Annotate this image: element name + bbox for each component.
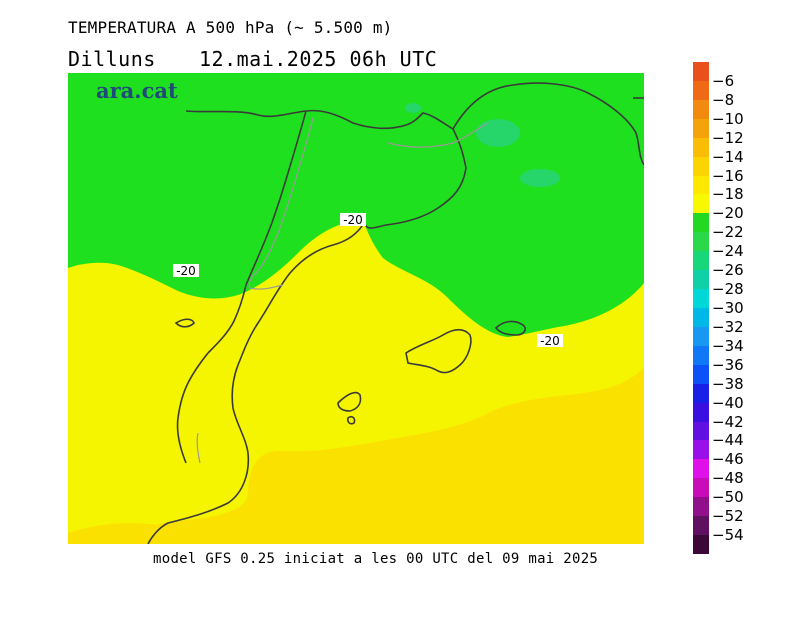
colorbar-cell xyxy=(693,99,709,119)
colorbar-cell xyxy=(693,175,709,195)
colorbar-cell xyxy=(693,516,709,536)
colorbar-cell xyxy=(693,213,709,233)
colorbar-cell xyxy=(693,535,709,554)
colorbar-cell xyxy=(693,497,709,517)
colorbar-cell xyxy=(693,478,709,498)
gold-field-sw xyxy=(68,523,158,544)
colorbar-tick-label: −32 xyxy=(712,317,744,336)
borders xyxy=(196,117,489,464)
contour-label: -20 xyxy=(537,334,563,348)
colorbar-tick-label: −38 xyxy=(712,374,744,393)
colorbar-tick-label: −54 xyxy=(712,526,744,545)
colorbar-tick-label: −20 xyxy=(712,204,744,223)
cold-spot xyxy=(476,119,520,147)
gold-field xyxy=(128,368,644,544)
colorbar-cell xyxy=(693,80,709,100)
cold-spot xyxy=(405,103,421,113)
colorbar-cell xyxy=(693,270,709,290)
colorbar-cell xyxy=(693,326,709,346)
colorbar-tick-label: −42 xyxy=(712,412,744,431)
colorbar-tick-label: −34 xyxy=(712,336,744,355)
colorbar-cell xyxy=(693,156,709,176)
colorbar-tick-label: −48 xyxy=(712,469,744,488)
colorbar-cell xyxy=(693,421,709,441)
colorbar-cell xyxy=(693,62,709,81)
contour-label: -20 xyxy=(173,264,199,278)
colorbar-cell xyxy=(693,307,709,327)
colorbar-tick-label: −40 xyxy=(712,393,744,412)
colorbar-tick-label: −28 xyxy=(712,280,744,299)
colorbar-tick-label: −18 xyxy=(712,185,744,204)
coastlines xyxy=(147,82,644,544)
colorbar-cell xyxy=(693,251,709,271)
ara-cat-logo: ara.cat xyxy=(96,78,178,103)
model-caption: model GFS 0.25 iniciat a les 00 UTC del … xyxy=(153,551,599,567)
colorbar-tick-label: −8 xyxy=(712,90,735,109)
colorbar-tick-label: −52 xyxy=(712,507,744,526)
colorbar-cell xyxy=(693,383,709,403)
colorbar-tick-label: −44 xyxy=(712,431,744,450)
svg-text:-20: -20 xyxy=(343,213,363,227)
colorbar-cell xyxy=(693,118,709,138)
colorbar-cell xyxy=(693,232,709,252)
cold-spot xyxy=(520,169,560,187)
colorbar-tick-label: −10 xyxy=(712,109,744,128)
colorbar-tick-label: −36 xyxy=(712,355,744,374)
colorbar-cell xyxy=(693,402,709,422)
forecast-day: Dilluns xyxy=(68,47,156,71)
colorbar-tick-label: −30 xyxy=(712,299,744,317)
svg-text:-20: -20 xyxy=(540,334,560,348)
map-title: TEMPERATURA A 500 hPa (~ 5.500 m) xyxy=(68,18,393,37)
colorbar-tick-label: −50 xyxy=(712,488,744,507)
colorbar-cell xyxy=(693,459,709,479)
colorbar-cell xyxy=(693,289,709,308)
contour-label: -20 xyxy=(340,213,366,227)
colorbar-tick-label: −12 xyxy=(712,128,744,147)
colorbar-cell xyxy=(693,194,709,214)
forecast-datetime: 12.mai.2025 06h UTC xyxy=(199,47,438,71)
svg-text:-20: -20 xyxy=(176,264,196,278)
colorbar-tick-label: −24 xyxy=(712,242,744,261)
colorbar-tick-label: −46 xyxy=(712,450,744,469)
colorbar-tick-label: −26 xyxy=(712,261,744,280)
colorbar-tick-labels: −6 −8 −10 −12 −14 −16 −18 −20 −22 −24 −26 −28 −30 −32… xyxy=(712,62,792,554)
colorbar-cell xyxy=(693,440,709,460)
colorbar-cell xyxy=(693,364,709,384)
colorbar-cell xyxy=(693,137,709,157)
temperature-map: -20 -20 -20 ara.cat xyxy=(68,73,644,544)
colorbar-tick-label: −6 xyxy=(712,71,735,90)
temperature-colorbar xyxy=(693,62,709,554)
colorbar-tick-label: −16 xyxy=(712,166,744,185)
colorbar-tick-label: −22 xyxy=(712,223,744,242)
colorbar-tick-label: −14 xyxy=(712,147,744,166)
colorbar-cell xyxy=(693,345,709,365)
